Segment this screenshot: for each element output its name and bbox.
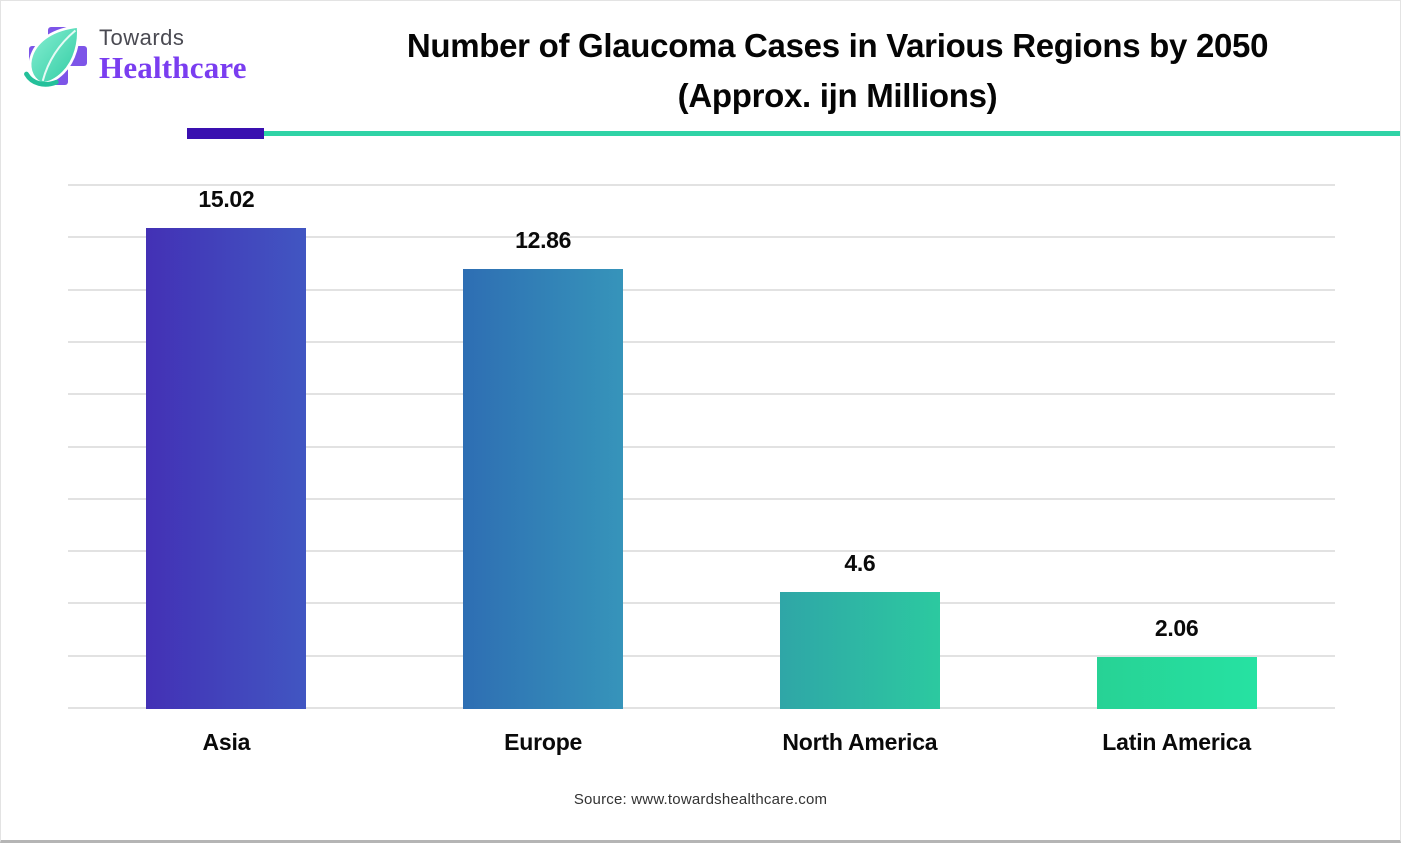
bar-asia [146,228,307,709]
gridline [68,602,1335,605]
x-axis-label-north-america: North America [782,729,938,755]
chart-title: Number of Glaucoma Cases in Various Regi… [291,21,1384,121]
gridline [68,288,1335,291]
brand-logo: Towards Healthcare [24,19,247,89]
gridline [68,184,1335,186]
divider-rule-line [264,131,1400,136]
gridline [68,654,1335,657]
bar-north-america [779,592,940,709]
x-axis-label-asia: Asia [202,729,251,755]
bar-group-europe: 12.86 [385,186,702,709]
brand-name-towards: Towards [99,25,185,50]
source-attribution: Source: www.towardshealthcare.com [573,791,828,808]
x-axis-label-latin-america: Latin America [1102,729,1251,755]
gridline [68,497,1335,500]
bar-group-north-america: 4.6 [702,186,1019,709]
gridline [68,550,1335,553]
bar-value-label: 4.6 [844,550,876,576]
bar-group-asia: 15.02 [68,186,385,709]
gridline [68,707,1335,709]
bar-europe [463,269,624,709]
gridline [68,445,1335,448]
bar-value-label: 15.02 [198,186,255,212]
brand-name-healthcare: Healthcare [99,50,247,85]
bar-chart-plot-area: 15.02 12.86 4.6 2.06 [68,184,1335,709]
gridline [68,393,1335,396]
bar-latin-america [1096,657,1257,709]
bar-value-label: 2.06 [1154,615,1199,641]
leaf-icon [24,24,80,87]
brand-wordmark: Towards Healthcare [99,25,247,85]
chart-title-line2: (Approx. ijn Millions) [677,77,998,114]
bar-group-latin-america: 2.06 [1018,186,1335,709]
bar-value-label: 12.86 [515,227,572,253]
title-divider [1,127,1400,141]
divider-accent-bar [187,128,264,139]
x-axis-labels: Asia Europe North America Latin America [68,729,1335,756]
chart-title-line1: Number of Glaucoma Cases in Various Regi… [406,27,1269,64]
cross-leaf-logo-icon [24,19,93,89]
gridline [68,340,1335,343]
bars-container: 15.02 12.86 4.6 2.06 [68,186,1335,709]
gridline [68,236,1335,239]
x-axis-label-europe: Europe [504,729,583,755]
